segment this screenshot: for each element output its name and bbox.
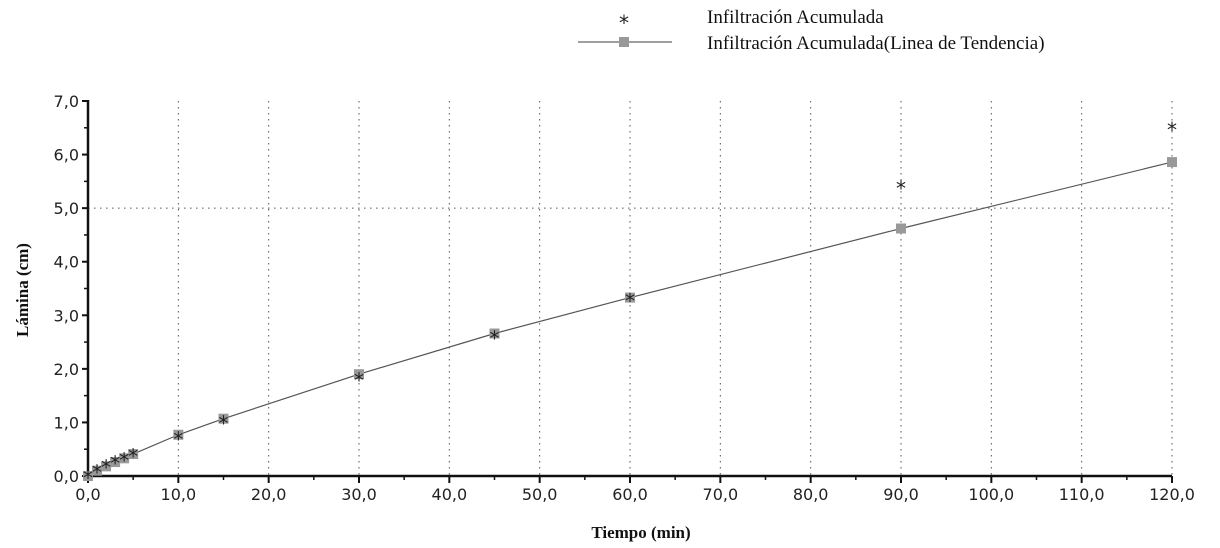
x-axis-title: Tiempo (min) xyxy=(591,523,690,542)
x-tick-label: 90,0 xyxy=(883,485,919,504)
x-tick-label: 20,0 xyxy=(251,485,287,504)
trend-point xyxy=(1167,157,1177,168)
tick-labels: 0,0 10,0 20,0 30,0 40,0 50,0 60,0 70,0 80,0 90,0 1… xyxy=(54,92,1195,504)
legend-label-trend: Infiltración Acumulada(Linea de Tendenci… xyxy=(707,33,1045,54)
legend: * Infiltración Acumulada Infiltración Ac… xyxy=(578,7,1045,54)
trend-point xyxy=(101,461,112,472)
y-tick-label: 4,0 xyxy=(54,253,79,272)
measured-point: * xyxy=(83,466,93,490)
trend-point xyxy=(489,328,500,339)
measured-point: * xyxy=(92,461,102,485)
trend-point xyxy=(625,292,635,303)
legend-label-measured: Infiltración Acumulada xyxy=(707,7,884,28)
trend-point xyxy=(218,413,229,424)
grid xyxy=(88,101,1173,476)
trend-point xyxy=(173,429,184,440)
y-tick-label: 7,0 xyxy=(54,92,79,111)
y-axis-title: Lámina (cm) xyxy=(13,243,32,337)
x-tick-label: 40,0 xyxy=(432,485,468,504)
measured-point: * xyxy=(1167,118,1177,142)
legend-square-marker xyxy=(619,37,629,47)
x-tick-label: 80,0 xyxy=(793,485,829,504)
x-tick-label: 110,0 xyxy=(1059,485,1105,504)
axes xyxy=(82,100,1173,483)
measured-point: * xyxy=(173,427,183,451)
trend-point xyxy=(92,465,103,476)
measured-point: * xyxy=(354,369,364,393)
y-tick-label: 6,0 xyxy=(54,146,79,165)
trend-point xyxy=(128,449,139,460)
y-tick-label: 3,0 xyxy=(54,306,79,325)
trend-point xyxy=(110,457,121,468)
measured-series: * * * * * ******** xyxy=(83,118,1177,490)
trend-point xyxy=(119,453,130,464)
x-tick-label: 100,0 xyxy=(968,485,1014,504)
x-tick-label: 60,0 xyxy=(612,485,648,504)
trend-series xyxy=(83,157,1177,481)
x-tick-label: 0,0 xyxy=(75,485,100,504)
x-tick-label: 10,0 xyxy=(161,485,197,504)
measured-point: * xyxy=(625,289,635,313)
measured-point: * xyxy=(110,452,120,476)
x-tick-label: 120,0 xyxy=(1149,485,1195,504)
measured-point: * xyxy=(896,177,906,201)
trend-point xyxy=(896,223,906,234)
y-tick-label: 1,0 xyxy=(54,413,79,432)
measured-point: * xyxy=(219,411,229,435)
x-tick-label: 70,0 xyxy=(703,485,739,504)
y-tick-label: 2,0 xyxy=(54,360,79,379)
measured-point: * xyxy=(101,455,111,479)
x-tick-label: 50,0 xyxy=(522,485,558,504)
measured-point: * xyxy=(490,327,500,351)
y-tick-label: 0,0 xyxy=(54,467,79,486)
y-tick-label: 5,0 xyxy=(54,199,79,218)
measured-point: * xyxy=(119,448,129,472)
measured-point: * xyxy=(128,445,138,469)
trend-point xyxy=(354,369,364,380)
x-tick-label: 30,0 xyxy=(341,485,377,504)
legend-asterisk-marker: * xyxy=(619,11,629,35)
trend-point xyxy=(83,471,93,481)
